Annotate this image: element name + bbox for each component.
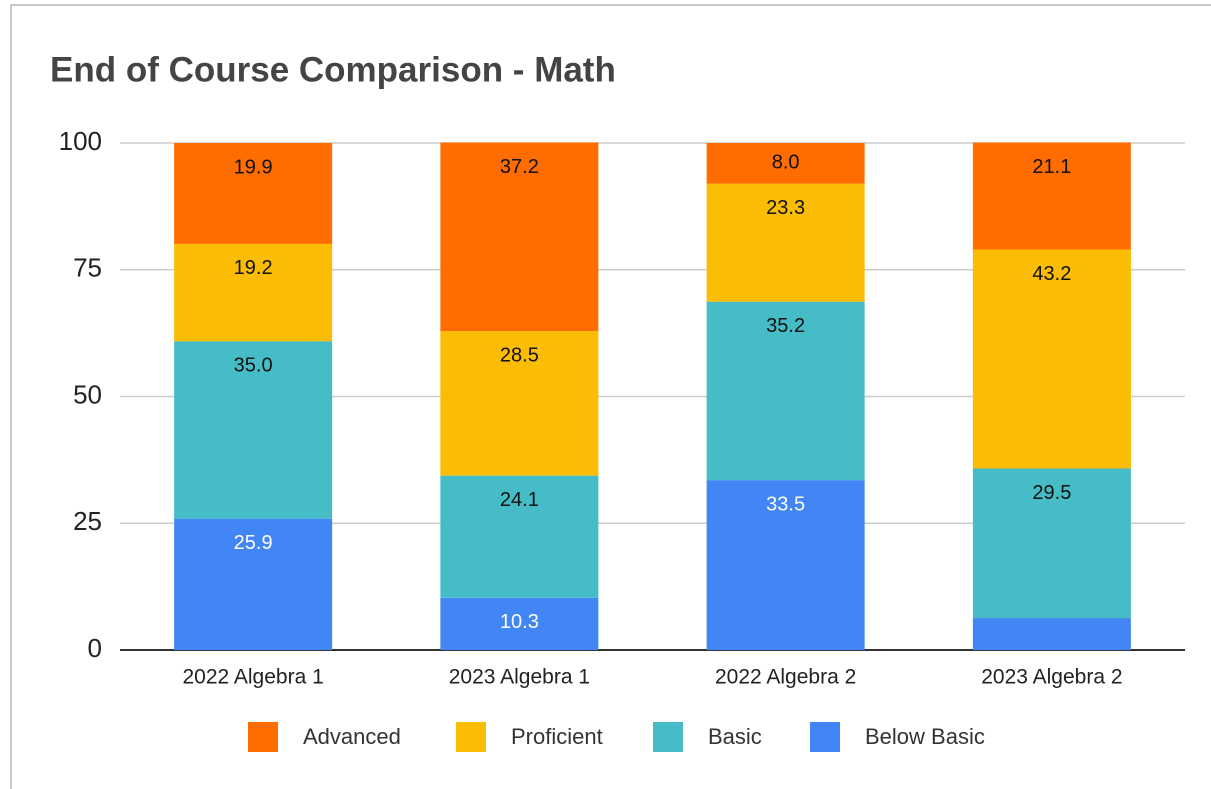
bar-segment <box>174 341 333 519</box>
x-tick-label: 2023 Algebra 1 <box>449 666 590 689</box>
data-label: 19.2 <box>234 257 273 279</box>
data-label: 8.0 <box>772 152 800 174</box>
x-tick-label: 2023 Algebra 2 <box>981 666 1122 689</box>
legend-label: Proficient <box>511 724 603 749</box>
y-tick-label: 75 <box>73 253 102 283</box>
legend-swatch <box>810 722 840 752</box>
chart-title: End of Course Comparison - Math <box>50 50 616 89</box>
data-label: 24.1 <box>500 489 539 511</box>
legend-swatch <box>248 722 278 752</box>
bar-segment <box>972 142 1131 250</box>
data-label: 10.3 <box>500 611 539 633</box>
legend-swatch <box>456 722 486 752</box>
data-label: 29.5 <box>1032 482 1071 504</box>
bar-segment <box>174 143 333 244</box>
y-tick-label: 25 <box>73 506 102 536</box>
data-label: 35.2 <box>766 315 805 337</box>
bar-segment <box>706 301 865 481</box>
legend-label: Below Basic <box>865 724 985 749</box>
data-label: 35.0 <box>234 355 273 377</box>
bar-segment <box>174 518 333 650</box>
data-label: 28.5 <box>500 344 539 366</box>
bar-segment <box>440 142 599 332</box>
frame <box>10 4 1211 789</box>
bar-segment <box>972 618 1131 650</box>
bar-segment <box>972 468 1131 619</box>
data-label: 25.9 <box>234 532 273 554</box>
legend-swatch <box>653 722 683 752</box>
data-label: 21.1 <box>1032 156 1071 178</box>
bar-segment <box>706 183 865 302</box>
bar-segment <box>440 331 599 476</box>
bar-segment <box>440 475 599 598</box>
data-label: 37.2 <box>500 156 539 178</box>
data-label: 23.3 <box>766 197 805 219</box>
bar-segment <box>972 249 1131 469</box>
y-tick-label: 100 <box>59 126 102 156</box>
x-tick-label: 2022 Algebra 2 <box>715 666 856 689</box>
legend-label: Advanced <box>303 724 401 749</box>
bar-segment <box>706 480 865 650</box>
x-tick-label: 2022 Algebra 1 <box>182 666 323 689</box>
data-label: 19.9 <box>234 156 273 178</box>
bar-segment <box>706 143 865 184</box>
y-tick-label: 0 <box>88 633 102 663</box>
data-label: 33.5 <box>766 493 805 515</box>
data-label: 43.2 <box>1032 263 1071 285</box>
bar-segment <box>440 597 599 650</box>
bar-segment <box>174 243 333 342</box>
y-tick-label: 50 <box>73 379 102 409</box>
legend-label: Basic <box>708 724 762 749</box>
